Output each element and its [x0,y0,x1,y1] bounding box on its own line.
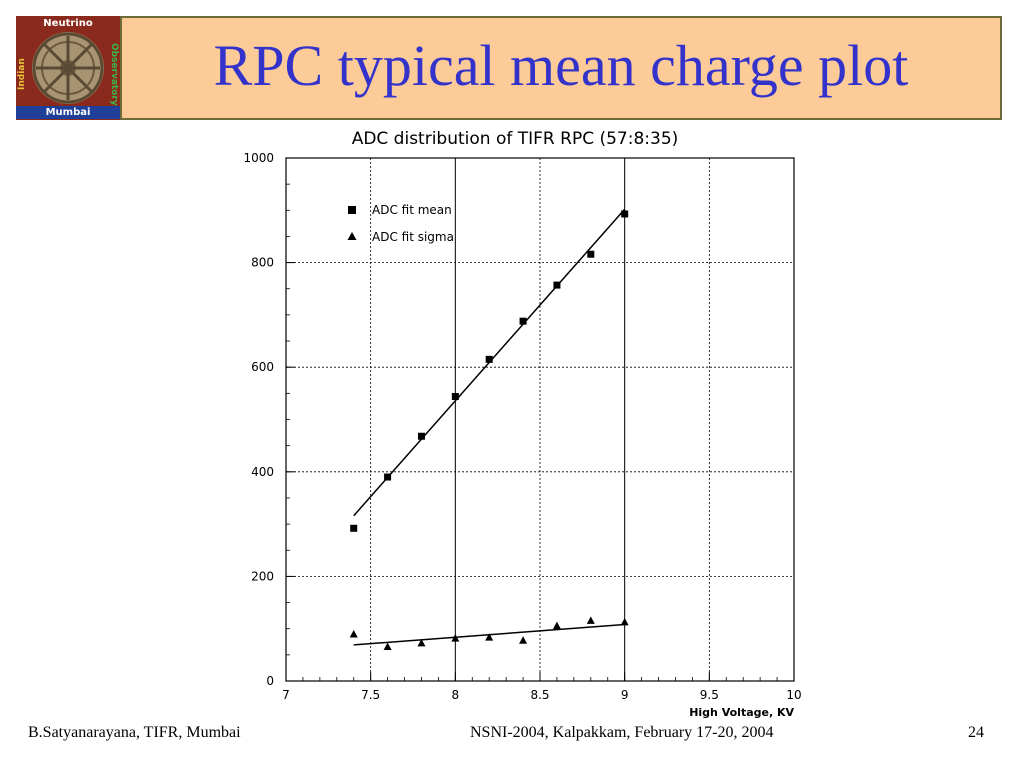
legend-label: ADC fit mean [372,203,452,217]
chart-title: ADC distribution of TIFR RPC (57:8:35) [352,129,679,149]
mean-point [485,355,493,363]
x-tick-label: 7 [282,688,290,702]
x-tick-label: 9.5 [700,688,719,702]
adc-chart: ADC distribution of TIFR RPC (57:8:35) 7… [243,129,801,719]
x-tick-label: 7.5 [361,688,380,702]
x-axis-label: High Voltage, KV [689,706,794,719]
mean-point [417,432,425,440]
mean-point [587,250,595,258]
logo-left-text: Indian [17,58,27,90]
footer-author: B.Satyanarayana, TIFR, Mumbai [28,724,241,741]
y-tick-label: 200 [251,569,274,583]
legend-square-icon [348,206,356,214]
mean-point [384,473,392,481]
sigma-point [451,634,460,642]
wheel-icon [32,32,104,104]
sigma-point [383,642,392,651]
logo: Neutrino Indian Observatory Mumbai [16,16,120,120]
y-tick-label: 400 [251,465,274,479]
y-tick-label: 0 [266,674,274,688]
title-box: RPC typical mean charge plot [120,16,1002,120]
mean-point [451,392,459,400]
y-tick-labels: 0 200 400 600 800 1000 [243,151,274,688]
mean-point [621,210,629,218]
page-title: RPC typical mean charge plot [213,33,909,98]
data-markers [349,210,629,651]
fit-lines [353,208,626,646]
mean-point [553,281,561,289]
legend-triangle-icon [347,232,357,240]
sigma-point [417,638,426,647]
logo-bottom-text: Mumbai [16,106,120,119]
x-tick-label: 9 [621,688,629,702]
sigma-point [349,629,358,638]
chart-grid [286,158,794,681]
y-tick-label: 600 [251,360,274,374]
x-tick-label: 8.5 [530,688,549,702]
minor-ticks [285,157,795,682]
mean-point [519,317,527,325]
sigma-point [620,617,629,626]
sigma-point [485,633,494,641]
mean-point [350,524,358,532]
sigma-point [519,636,528,644]
x-tick-labels: 7 7.5 8 8.5 9 9.5 10 [282,688,801,702]
y-tick-label: 1000 [243,151,274,165]
x-tick-label: 8 [452,688,460,702]
sigma-point [586,616,595,624]
page-number: 24 [968,724,984,741]
x-tick-label: 10 [786,688,801,702]
footer-event: NSNI-2004, Kalpakkam, February 17-20, 20… [470,724,774,741]
sigma-point [552,621,561,630]
legend-label: ADC fit sigma [372,230,454,244]
logo-right-text: Observatory [109,42,119,106]
y-tick-label: 800 [251,256,274,270]
legend: ADC fit mean ADC fit sigma [347,203,454,244]
logo-top-text: Neutrino [43,18,93,29]
